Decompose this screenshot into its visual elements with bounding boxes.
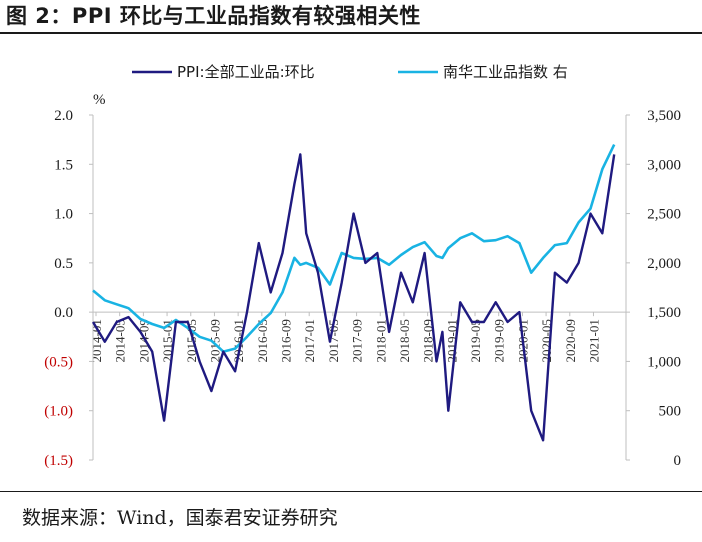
right-tick-label: 0	[674, 453, 682, 469]
left-tick-label: (0.5)	[44, 354, 73, 370]
x-tick-label: 2016-05	[255, 319, 270, 362]
dual-axis-line-chart: PPI:全部工业品:环比 南华工业品指数 右 % (1.5) (1.0) (0.5)…	[44, 63, 681, 469]
right-axis-ticks: 0 500 1,000 1,500 2,000 2,500 3,000 3,500	[626, 108, 681, 469]
legend: PPI:全部工业品:环比 南华工业品指数 右	[132, 63, 568, 81]
legend-label-nanhua: 南华工业品指数 右	[443, 63, 568, 81]
figure-title: 图 2：PPI 环比与工业品指数有较强相关性	[6, 4, 421, 28]
right-tick-label: 3,000	[647, 157, 681, 173]
x-tick-label: 2014-09	[136, 319, 151, 362]
x-tick-label: 2015-05	[184, 319, 199, 362]
x-tick-label: 2019-05	[468, 319, 483, 362]
x-tick-label: 2018-01	[373, 319, 388, 362]
right-tick-label: 2,000	[647, 256, 681, 272]
left-tick-label: 1.0	[54, 207, 73, 223]
right-tick-label: 1,500	[647, 305, 681, 321]
source-note: 数据来源：Wind，国泰君安证券研究	[22, 507, 338, 529]
left-axis-unit: %	[93, 92, 106, 108]
left-tick-label: (1.0)	[44, 404, 73, 420]
x-tick-label: 2014-05	[113, 319, 128, 362]
right-tick-label: 2,500	[647, 207, 681, 223]
series-line-ppi	[91, 153, 616, 442]
x-axis-ticks: 2014-01 2014-05 2014-09 2015-01 2015-05 2015-…	[89, 312, 601, 362]
x-tick-label: 2020-09	[563, 319, 578, 362]
left-tick-label: 0.5	[54, 256, 73, 272]
right-tick-label: 500	[659, 404, 682, 420]
x-tick-label: 2017-09	[350, 319, 365, 362]
left-tick-label: 1.5	[54, 157, 73, 173]
right-tick-label: 3,500	[647, 108, 681, 124]
series-line-nanhua	[92, 144, 616, 353]
title-rule	[0, 32, 702, 34]
source-rule	[0, 491, 702, 492]
x-tick-label: 2019-09	[492, 319, 507, 362]
x-tick-label: 2018-05	[397, 319, 412, 362]
left-tick-label: 0.0	[54, 305, 73, 321]
left-tick-label: (1.5)	[44, 453, 73, 469]
x-tick-label: 2017-05	[326, 319, 341, 362]
x-tick-label: 2015-09	[207, 319, 222, 362]
right-tick-label: 1,000	[647, 354, 681, 370]
left-tick-label: 2.0	[54, 108, 73, 124]
x-tick-label: 2017-01	[302, 319, 317, 362]
x-tick-label: 2016-09	[279, 319, 294, 362]
left-axis-ticks: (1.5) (1.0) (0.5) 0.0 0.5 1.0 1.5 2.0	[44, 108, 93, 469]
x-tick-label: 2021-01	[586, 319, 601, 362]
legend-label-ppi: PPI:全部工业品:环比	[177, 63, 315, 81]
